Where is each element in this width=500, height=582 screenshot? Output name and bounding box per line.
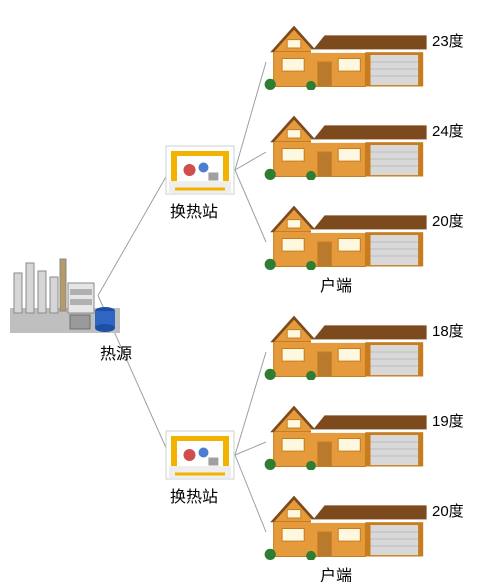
heat-source-label: 热源 xyxy=(100,340,132,364)
house-icon xyxy=(260,400,430,470)
house-icon xyxy=(260,110,430,180)
plant-icon xyxy=(10,253,120,338)
house-node xyxy=(260,200,430,275)
diagram-canvas: 热源 换热站 换热站 户端 户端 xyxy=(0,0,500,582)
house-node xyxy=(260,310,430,385)
house-node xyxy=(260,20,430,95)
endpoint-label-top: 户端 xyxy=(320,272,352,296)
house-temp-label: 20度 xyxy=(432,500,464,521)
house-icon xyxy=(260,200,430,270)
house-node xyxy=(260,400,430,475)
house-icon xyxy=(260,20,430,90)
house-temp-label: 19度 xyxy=(432,410,464,431)
heat-source-node xyxy=(10,253,120,343)
house-icon xyxy=(260,490,430,560)
endpoint-label-bottom: 户端 xyxy=(320,562,352,582)
heat-station-top-label: 换热站 xyxy=(170,198,218,222)
house-temp-label: 18度 xyxy=(432,320,464,341)
house-temp-label: 24度 xyxy=(432,120,464,141)
station-icon xyxy=(165,145,235,195)
house-temp-label: 23度 xyxy=(432,30,464,51)
heat-station-bottom-node xyxy=(165,430,235,485)
house-node xyxy=(260,490,430,565)
heat-station-bottom-label: 换热站 xyxy=(170,483,218,507)
heat-station-top-node xyxy=(165,145,235,200)
house-icon xyxy=(260,310,430,380)
house-node xyxy=(260,110,430,185)
house-temp-label: 20度 xyxy=(432,210,464,231)
station-icon xyxy=(165,430,235,480)
